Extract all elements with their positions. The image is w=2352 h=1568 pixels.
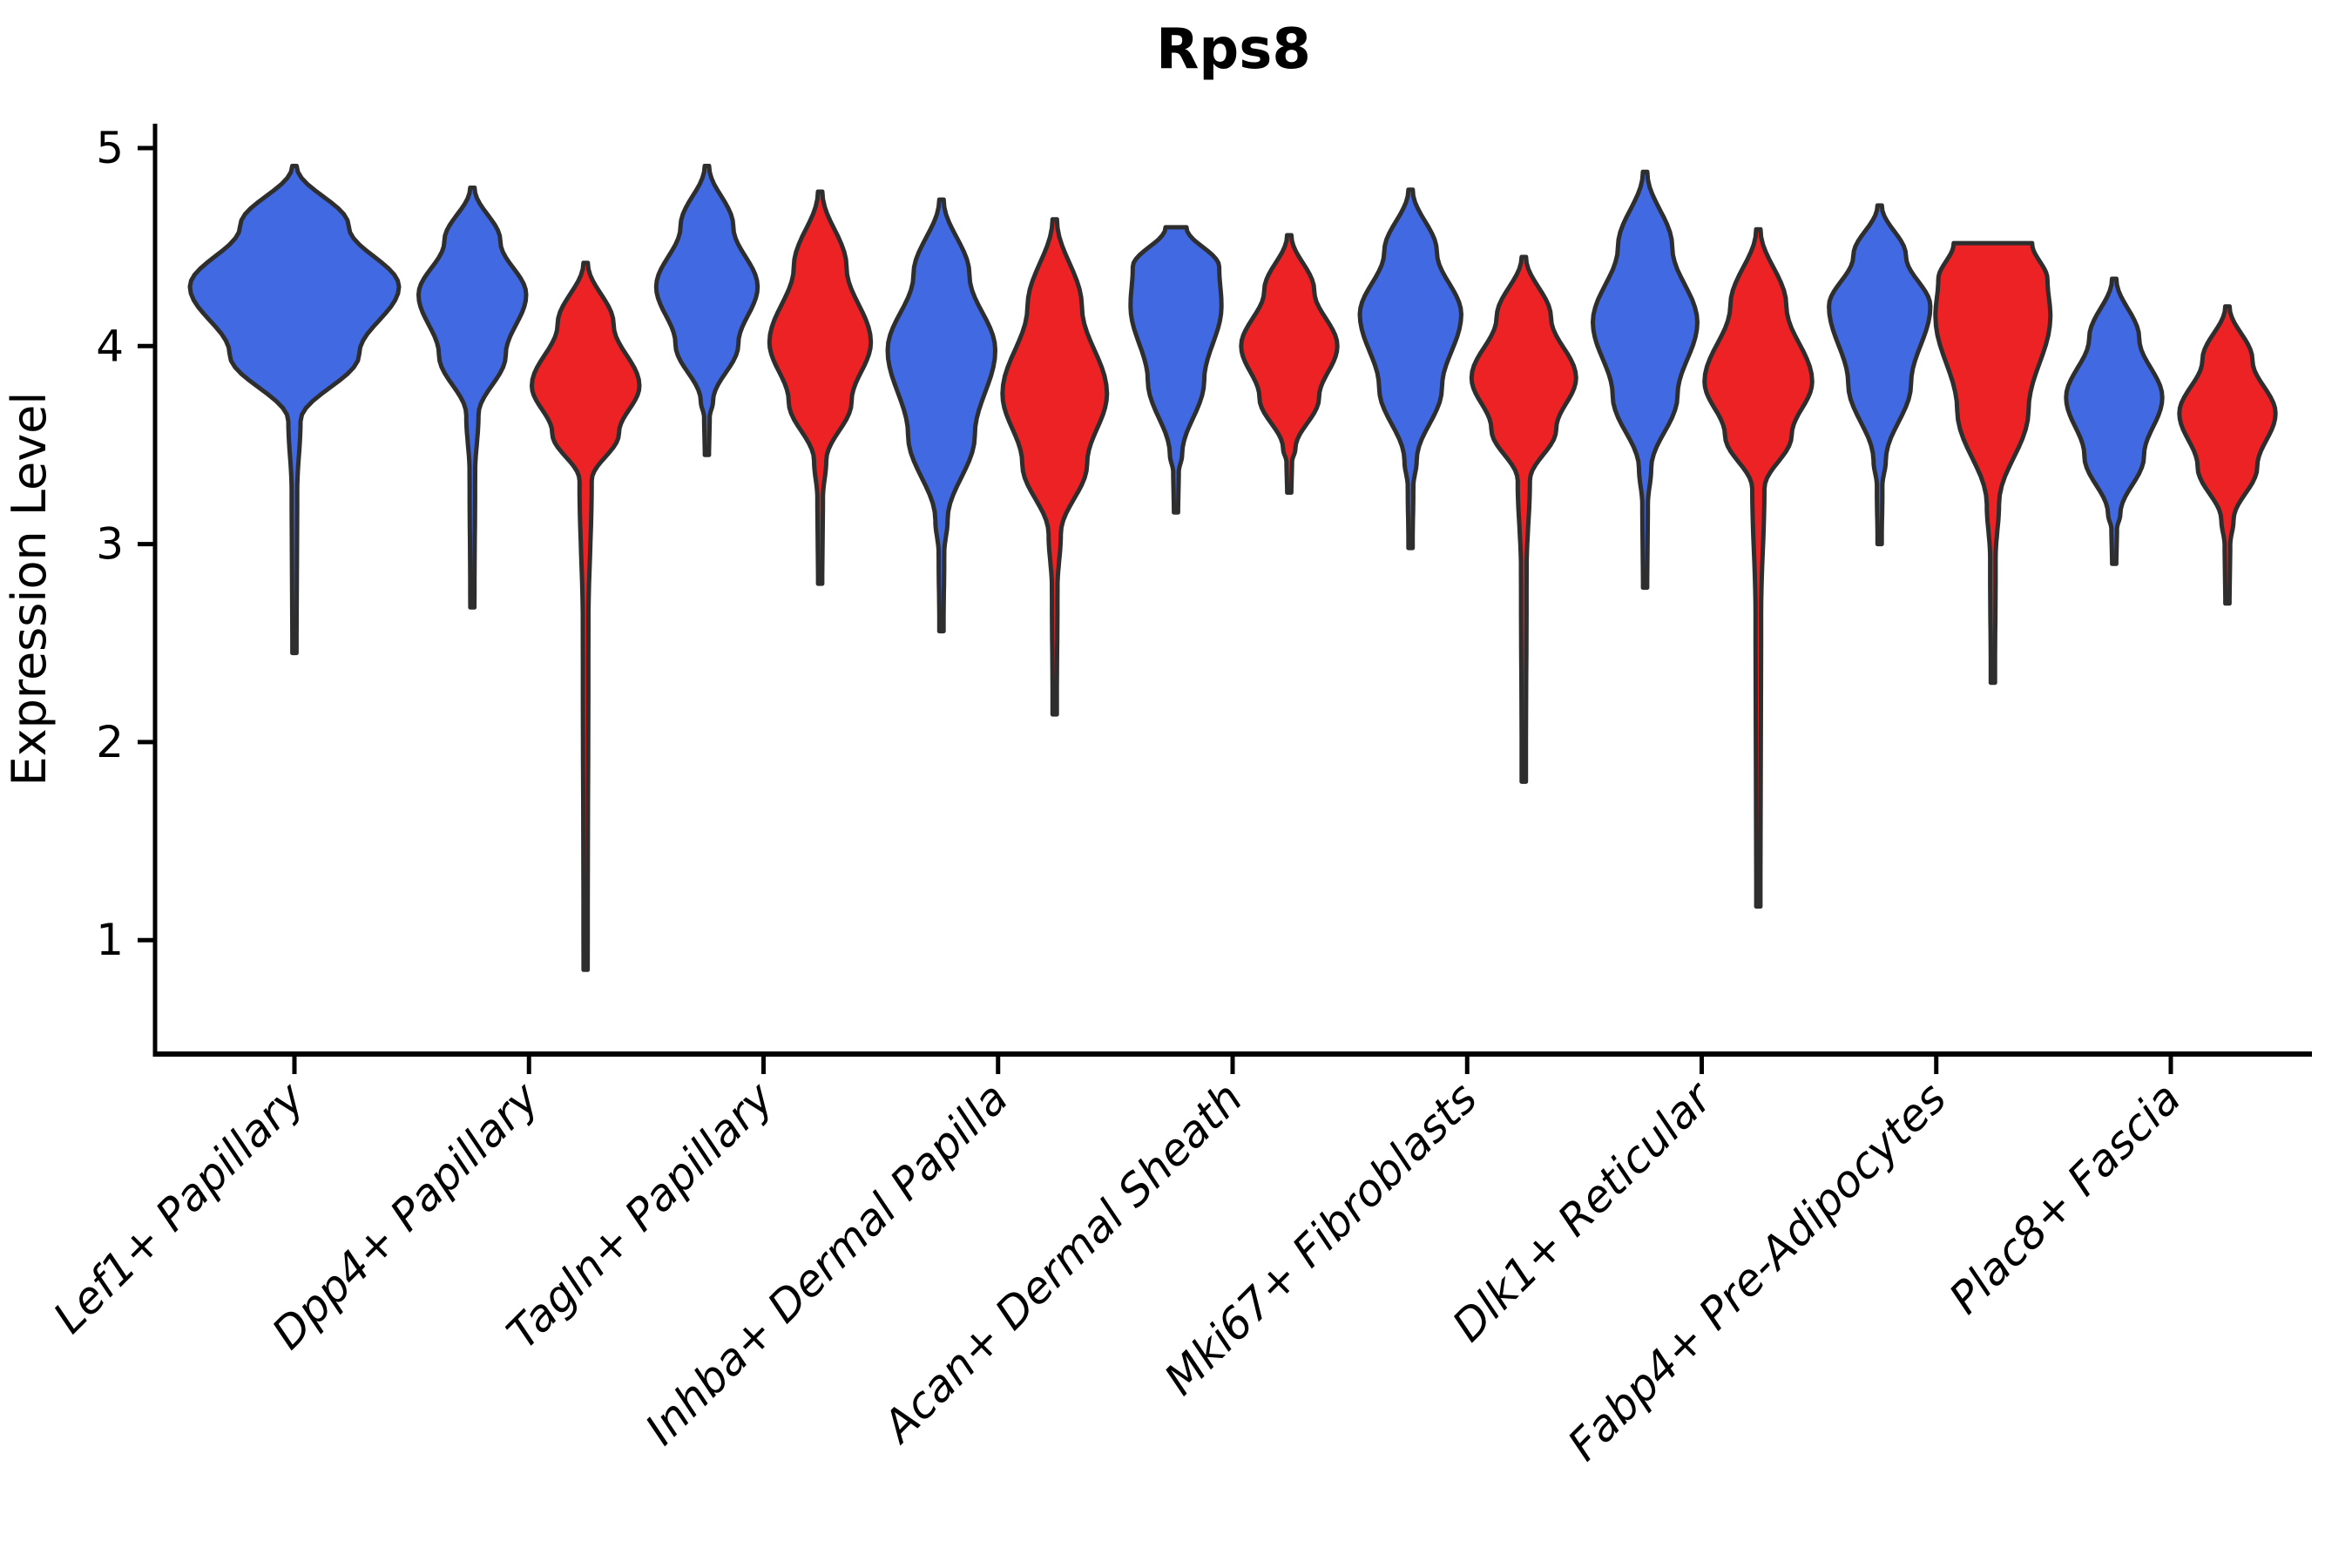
x-category-label: Fabp4+ Pre-Adipocytes [1558,1072,1957,1470]
violin-fabp4-blue [1827,203,1933,547]
y-tick-label: 5 [96,123,124,173]
violin-plac8-red [2177,304,2278,606]
violin-mki67-red [1469,254,1578,784]
y-ticks-layer: 1 2 3 4 5 [96,123,155,965]
violin-plac8-blue [2064,276,2165,566]
violin-lef1-blue [187,164,402,656]
violin-inhba-red [1000,217,1110,717]
y-tick-label: 2 [96,717,124,767]
x-category-label: Lef1+ Papillary [44,1071,314,1342]
violin-mki67-blue [1357,187,1463,551]
x-category-label: Dlk1+ Reticular [1443,1071,1723,1351]
violin-dpp4-red [530,260,642,972]
y-tick-label: 3 [96,519,124,570]
violin-dpp4-blue [416,186,529,610]
violin-tagln-blue [653,164,760,457]
violin-fabp4-red [1933,240,2053,686]
x-category-label: Plac8+ Fascia [1940,1072,2191,1323]
violin-acan-blue [1128,225,1224,515]
y-tick-label: 4 [96,321,124,371]
violin-tagln-red [767,189,874,586]
violin-acan-red [1239,233,1340,495]
violin-dlk1-red [1702,226,1815,909]
violin-inhba-blue [885,197,997,634]
violin-dlk1-blue [1591,169,1700,591]
y-tick-label: 1 [96,915,124,965]
y-axis-label: Expression Level [2,392,57,787]
violins-layer [187,164,2278,972]
chart-title: Rps8 [1156,17,1311,82]
